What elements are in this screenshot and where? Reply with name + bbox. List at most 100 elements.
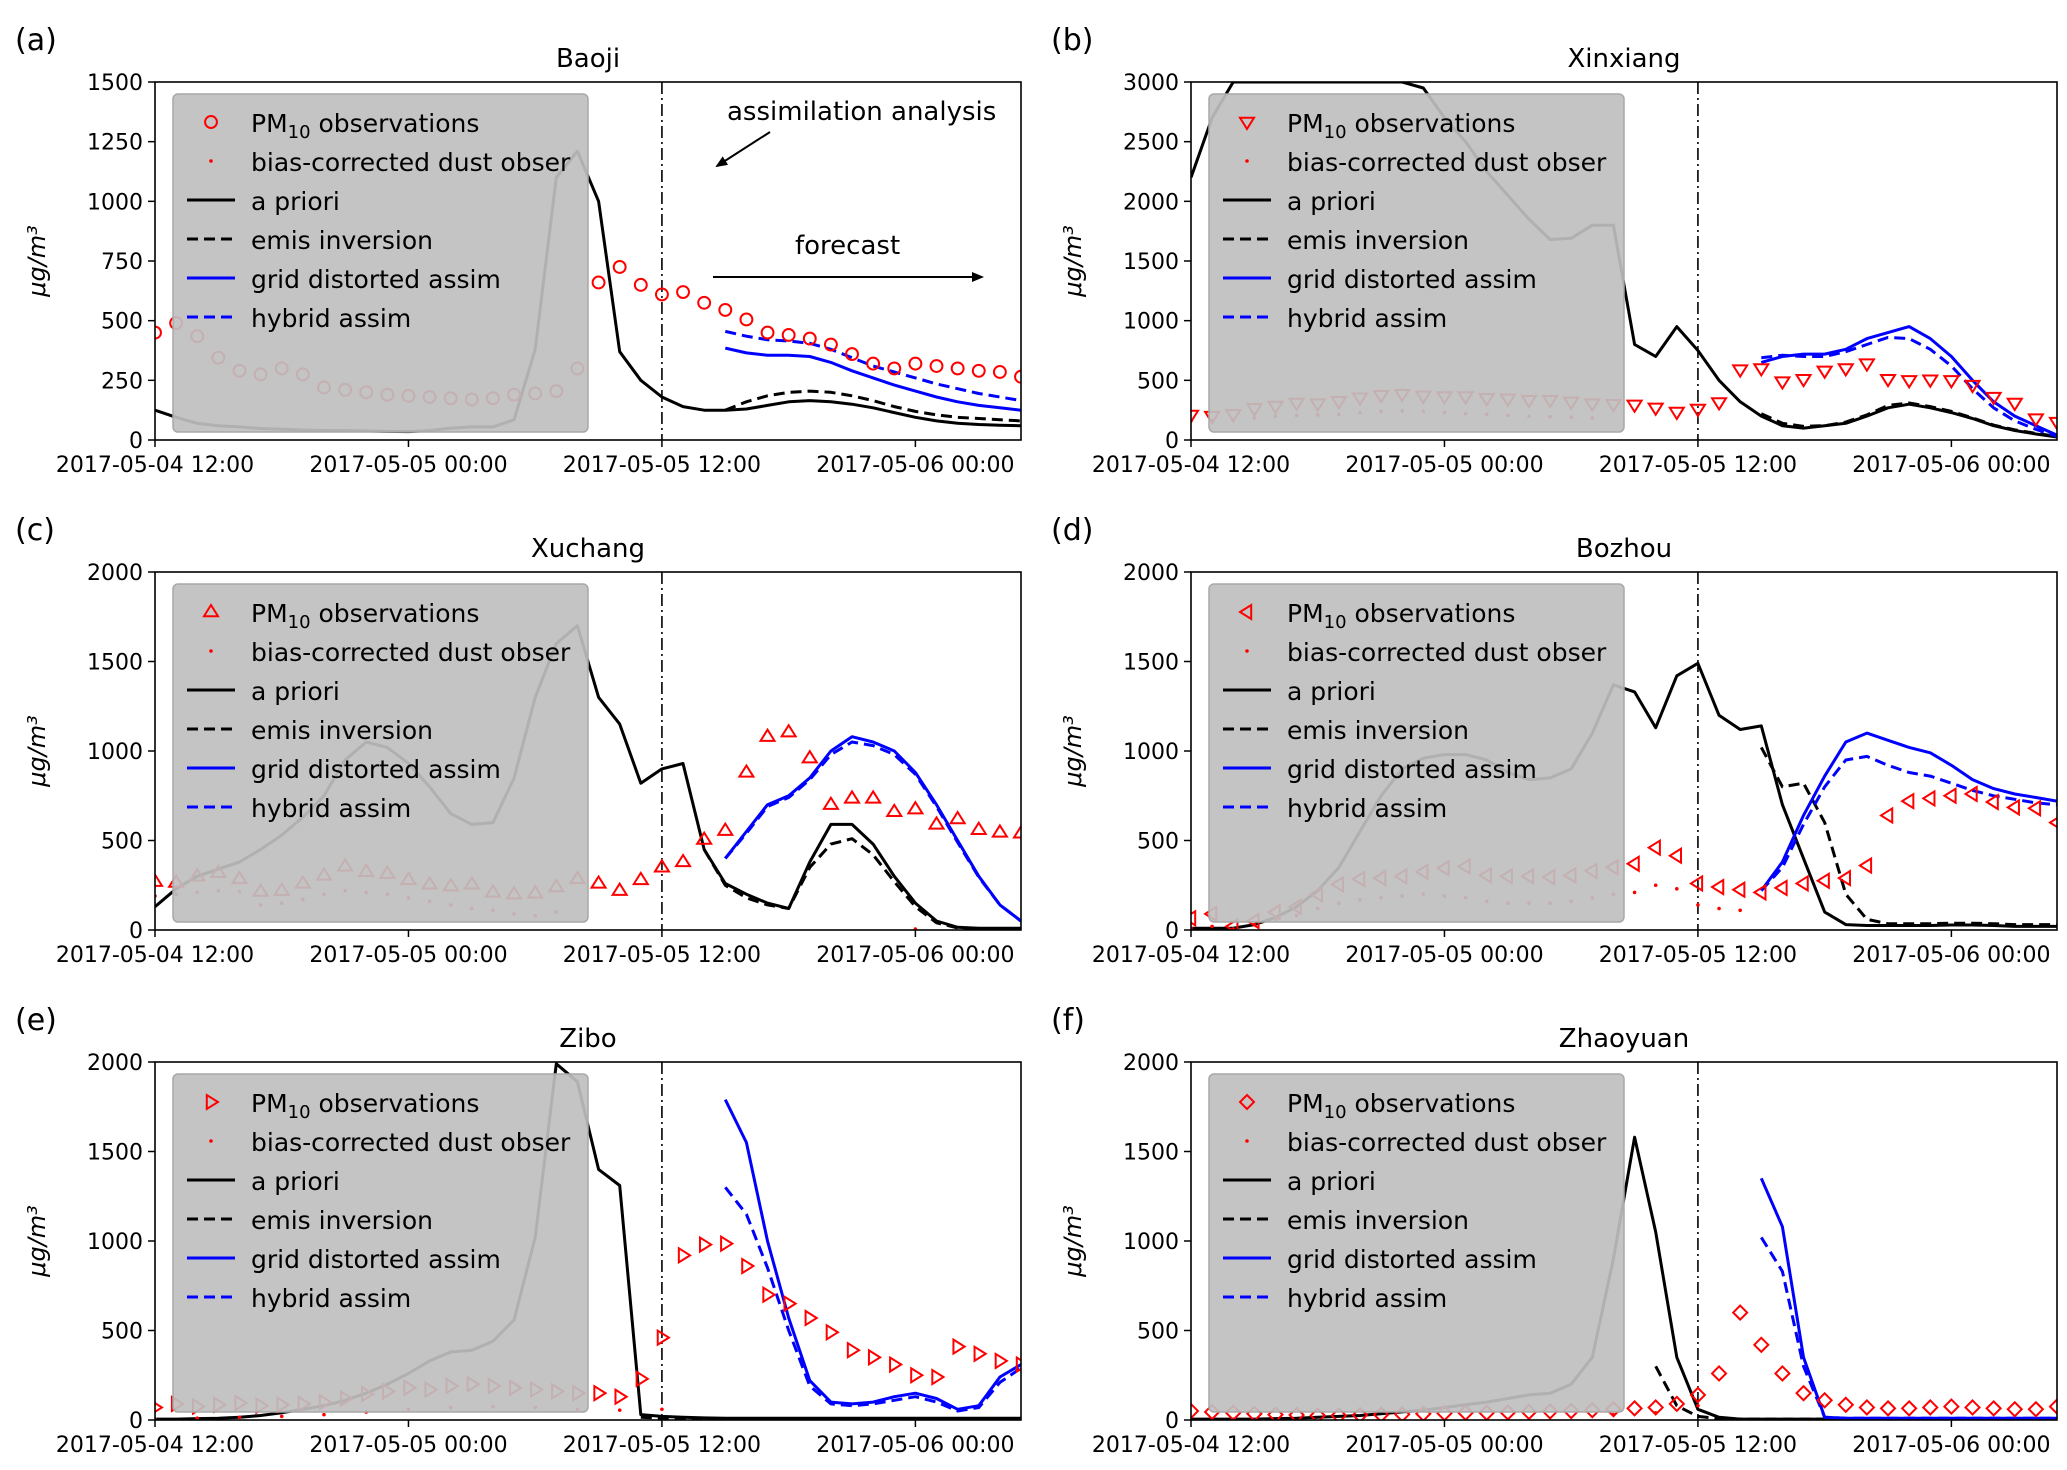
obs-point — [1794, 874, 1809, 893]
y-tick-label: 0 — [129, 1409, 143, 1434]
obs-point — [822, 795, 840, 810]
obs-point — [2026, 799, 2042, 818]
legend-label-grid: grid distorted assim — [251, 1245, 501, 1274]
obs-point — [931, 1368, 946, 1386]
y-axis-label: μg/m³ — [23, 715, 51, 788]
legend-label-dust: bias-corrected dust obser — [251, 1128, 571, 1157]
obs-point — [1815, 365, 1834, 380]
obs-point — [1752, 1336, 1770, 1354]
obs-point — [2048, 1398, 2057, 1415]
legend-label-hybrid: hybrid assim — [1287, 794, 1447, 823]
chart-title: Bozhou — [1576, 534, 1672, 564]
y-tick-label: 1000 — [1123, 740, 1179, 765]
obs-point — [1625, 399, 1644, 414]
legend-label-prior: a priori — [251, 1167, 340, 1196]
legend-dust-marker — [209, 649, 213, 653]
obs-point — [994, 1352, 1009, 1370]
obs-point — [677, 1246, 692, 1265]
y-tick-label: 0 — [1165, 919, 1179, 944]
axes-frame — [154, 81, 1022, 441]
obs-point — [1942, 375, 1961, 390]
obs-point — [2027, 1400, 2045, 1418]
obs-point — [885, 802, 904, 818]
obs-point — [866, 356, 881, 371]
y-tick-label: 2000 — [1123, 561, 1179, 586]
dust-obs-point — [1717, 906, 1721, 911]
y-tick-label: 500 — [1137, 369, 1179, 394]
obs-point — [1626, 1399, 1643, 1417]
legend-obs-marker — [202, 603, 220, 618]
obs-point — [1879, 373, 1897, 389]
obs-point — [718, 302, 733, 317]
obs-point — [991, 823, 1009, 838]
legend-label-obs: PM10 observations — [251, 109, 479, 143]
annotation-forecast: forecast — [795, 231, 900, 261]
legend-box — [172, 93, 589, 433]
obs-point — [906, 800, 925, 815]
obs-point — [950, 361, 965, 376]
obs-point — [1921, 1399, 1939, 1416]
obs-point — [2048, 817, 2057, 829]
y-tick-label: 250 — [101, 369, 143, 394]
y-tick-label: 0 — [1165, 1409, 1179, 1434]
obs-point — [1900, 792, 1915, 810]
y-tick-label: 1500 — [87, 1141, 143, 1166]
legend: PM10 observations bias-corrected dust obs… — [172, 93, 589, 433]
y-tick-label: 500 — [101, 310, 143, 335]
legend-label-prior: a priori — [1287, 677, 1376, 706]
obs-point — [614, 1387, 629, 1406]
legend-label-dust: bias-corrected dust obser — [1287, 638, 1607, 667]
x-tick-label: 2017-05-05 12:00 — [563, 453, 761, 478]
legend-label-dust: bias-corrected dust obser — [1287, 1128, 1607, 1157]
x-tick-label: 2017-05-05 00:00 — [309, 943, 507, 968]
panel-label: (a) — [15, 23, 57, 58]
series-hybrid-assim — [724, 1186, 1021, 1413]
x-tick-label: 2017-05-04 12:00 — [1092, 943, 1290, 968]
legend-label-dust: bias-corrected dust obser — [251, 638, 571, 667]
obs-point — [1858, 358, 1876, 373]
y-tick-label: 1000 — [87, 190, 143, 215]
legend-label-emis: emis inversion — [251, 1206, 433, 1235]
obs-point — [2005, 798, 2020, 817]
obs-point — [1710, 1365, 1728, 1382]
x-tick-label: 2017-05-06 00:00 — [816, 453, 1014, 478]
legend-dust-marker — [1245, 159, 1249, 163]
y-tick-label: 1000 — [87, 740, 143, 765]
obs-point — [591, 275, 606, 290]
legend-label-emis: emis inversion — [1287, 226, 1469, 255]
obs-point — [800, 749, 819, 764]
obs-point — [867, 1348, 883, 1367]
legend-label-hybrid: hybrid assim — [251, 304, 411, 333]
axes-frame — [1190, 81, 2058, 441]
obs-point — [2048, 416, 2057, 431]
legend-label-prior: a priori — [1287, 187, 1376, 216]
legend-label-emis: emis inversion — [251, 226, 433, 255]
legend-dust-marker — [1245, 649, 1249, 653]
chart-title: Xuchang — [531, 534, 645, 564]
obs-point — [1689, 874, 1704, 893]
panel-label: (d) — [1051, 513, 1093, 548]
obs-point — [1773, 1365, 1791, 1382]
legend-label-prior: a priori — [251, 187, 340, 216]
annotation-assimilation-analysis: assimilation analysis — [727, 97, 996, 127]
obs-point — [2006, 1400, 2024, 1418]
series-emis-inversion — [702, 837, 1021, 930]
obs-point — [612, 260, 627, 274]
series-hybrid-assim — [1761, 335, 2057, 438]
x-tick-label: 2017-05-04 12:00 — [1092, 453, 1290, 478]
dust-obs-point — [1738, 908, 1742, 913]
obs-point — [1900, 375, 1918, 390]
x-tick-label: 2017-05-06 00:00 — [1852, 453, 2050, 478]
obs-point — [1710, 397, 1728, 412]
axes-frame — [1190, 571, 2058, 931]
x-tick-label: 2017-05-05 12:00 — [1599, 943, 1797, 968]
obs-point — [927, 815, 946, 830]
legend-label-obs: PM10 observations — [1287, 109, 1515, 143]
chart-title: Xinxiang — [1567, 44, 1680, 74]
obs-point — [1942, 1398, 1960, 1415]
obs-point — [1858, 856, 1873, 875]
y-tick-label: 1500 — [1123, 250, 1179, 275]
obs-point — [758, 727, 777, 742]
obs-point — [823, 337, 838, 352]
obs-point — [1816, 1391, 1834, 1409]
